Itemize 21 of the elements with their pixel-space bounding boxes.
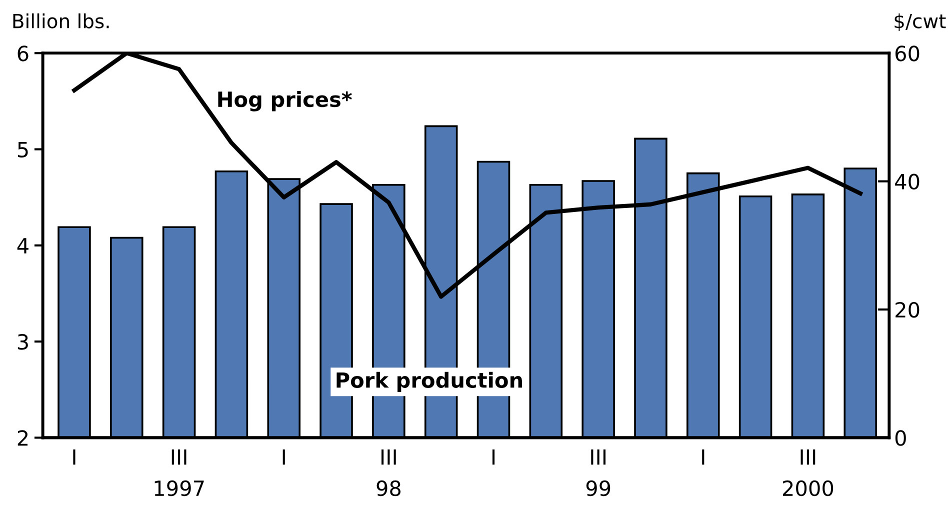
- series-label: Hog prices*: [218, 91, 352, 112]
- x-tick-label: I: [492, 449, 495, 465]
- y2-axis-title: $/cwt: [894, 13, 946, 31]
- x-tick-label: I: [702, 449, 704, 465]
- x-tick-label: III 99: [586, 449, 610, 496]
- series-label: Pork production: [336, 372, 522, 392]
- x-tick-label: I: [73, 449, 76, 465]
- x-tick-label: III 98: [376, 449, 401, 496]
- y-tick-label: 6: [18, 46, 28, 62]
- y-tick-label: 2: [18, 430, 28, 446]
- y-tick-label: 5: [18, 142, 28, 158]
- y-tick-label: 4: [17, 238, 28, 254]
- x-tick-label: III 2000: [782, 449, 834, 496]
- y2-tick-label: 20: [896, 302, 920, 318]
- y2-tick-label: 40: [895, 174, 920, 190]
- y-tick-label: 3: [18, 334, 28, 350]
- y2-tick-label: 60: [896, 46, 920, 62]
- y2-tick-label: 0: [895, 430, 906, 446]
- x-tick-label: III 1997: [154, 449, 204, 496]
- x-tick-label: I: [282, 449, 285, 465]
- y-axis-title: Billion lbs.: [13, 13, 109, 28]
